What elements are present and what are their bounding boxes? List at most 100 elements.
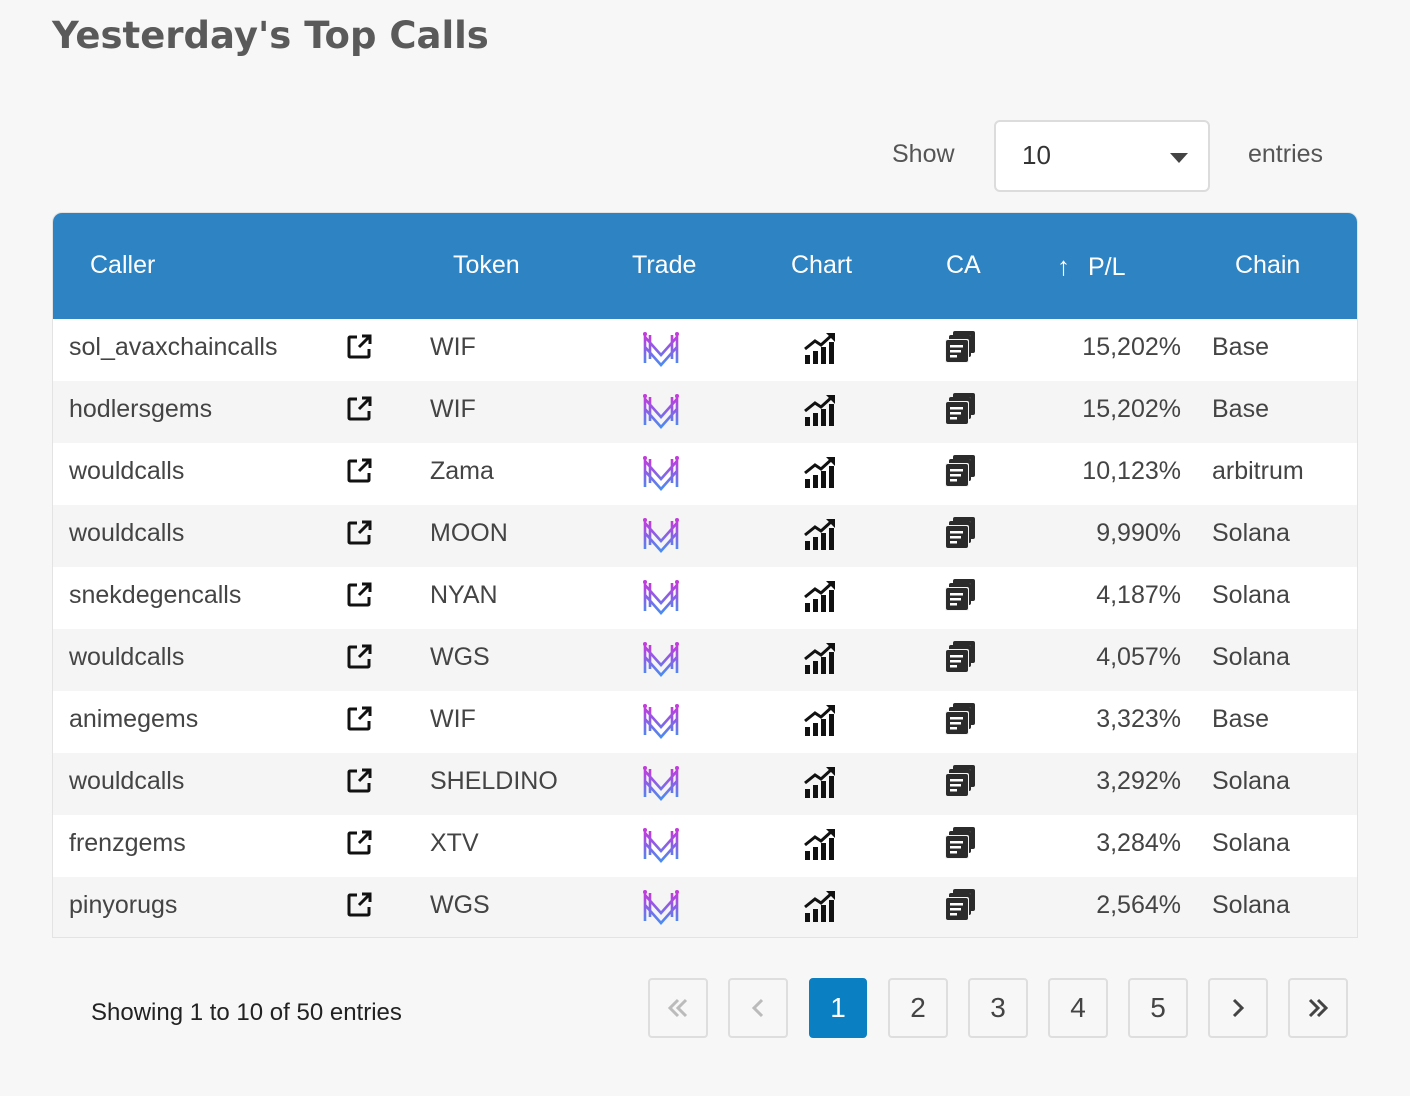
copy-icon[interactable]	[943, 763, 977, 797]
copy-icon[interactable]	[943, 701, 977, 735]
trade-icon[interactable]	[641, 825, 681, 865]
chart-icon[interactable]	[803, 889, 837, 923]
copy-icon[interactable]	[943, 639, 977, 673]
copy-icon[interactable]	[943, 515, 977, 549]
trade-icon[interactable]	[641, 639, 681, 679]
table-row: hodlersgems WIF 15,202% Base	[53, 381, 1357, 443]
double-chevron-left-icon	[667, 998, 688, 1018]
column-header-trade[interactable]: Trade	[632, 251, 697, 279]
external-link-icon[interactable]	[345, 705, 373, 733]
external-link-icon[interactable]	[345, 643, 373, 671]
table-header: Caller Token Trade Chart CA ↑ P/L Chain	[53, 213, 1357, 319]
external-link-icon[interactable]	[345, 333, 373, 361]
caller-cell[interactable]: wouldcalls	[69, 519, 185, 547]
chevron-right-icon	[1232, 998, 1245, 1018]
page-button-3[interactable]: 3	[968, 978, 1028, 1038]
trade-icon[interactable]	[641, 577, 681, 617]
external-link-icon[interactable]	[345, 457, 373, 485]
pl-cell: 10,123%	[1082, 457, 1181, 485]
external-link-icon[interactable]	[345, 519, 373, 547]
page-button-5[interactable]: 5	[1128, 978, 1188, 1038]
page-button-1[interactable]: 1	[809, 978, 867, 1038]
copy-icon[interactable]	[943, 329, 977, 363]
copy-icon[interactable]	[943, 453, 977, 487]
external-link-icon[interactable]	[345, 767, 373, 795]
calls-table: Caller Token Trade Chart CA ↑ P/L Chain s…	[52, 212, 1358, 938]
column-header-chart[interactable]: Chart	[791, 251, 853, 279]
external-link-icon[interactable]	[345, 581, 373, 609]
token-cell: WIF	[430, 705, 476, 733]
token-cell: WGS	[430, 891, 490, 919]
chain-cell: Solana	[1212, 519, 1290, 547]
double-chevron-right-icon	[1308, 998, 1329, 1018]
external-link-icon[interactable]	[345, 891, 373, 919]
chart-icon[interactable]	[803, 455, 837, 489]
page-button-4[interactable]: 4	[1048, 978, 1108, 1038]
table-row: pinyorugs WGS 2,564% Solana	[53, 877, 1357, 937]
external-link-icon[interactable]	[345, 829, 373, 857]
chart-icon[interactable]	[803, 703, 837, 737]
copy-icon[interactable]	[943, 391, 977, 425]
first-page-button[interactable]	[648, 978, 708, 1038]
table-info: Showing 1 to 10 of 50 entries	[91, 999, 402, 1026]
chart-icon[interactable]	[803, 517, 837, 551]
chart-icon[interactable]	[803, 393, 837, 427]
token-cell: WIF	[430, 333, 476, 361]
caller-cell[interactable]: frenzgems	[69, 829, 186, 857]
token-cell: WIF	[430, 395, 476, 423]
chart-icon[interactable]	[803, 641, 837, 675]
pl-cell: 15,202%	[1082, 395, 1181, 423]
column-header-ca[interactable]: CA	[946, 251, 981, 279]
pl-cell: 3,284%	[1096, 829, 1181, 857]
column-header-caller[interactable]: Caller	[90, 251, 156, 279]
trade-icon[interactable]	[641, 329, 681, 369]
caller-cell[interactable]: animegems	[69, 705, 199, 733]
last-page-button[interactable]	[1288, 978, 1348, 1038]
column-header-token[interactable]: Token	[453, 251, 520, 279]
trade-icon[interactable]	[641, 453, 681, 493]
chevron-left-icon	[751, 998, 764, 1018]
table-row: wouldcalls WGS 4,057% Solana	[53, 629, 1357, 691]
chart-icon[interactable]	[803, 765, 837, 799]
pl-cell: 15,202%	[1082, 333, 1181, 361]
caller-cell[interactable]: pinyorugs	[69, 891, 178, 919]
chart-icon[interactable]	[803, 827, 837, 861]
column-header-chain[interactable]: Chain	[1235, 251, 1301, 279]
copy-icon[interactable]	[943, 577, 977, 611]
chain-cell: Solana	[1212, 829, 1290, 857]
trade-icon[interactable]	[641, 701, 681, 741]
token-cell: Zama	[430, 457, 494, 485]
column-header-pl[interactable]: ↑ P/L	[1057, 251, 1126, 282]
table-row: animegems WIF 3,323% Base	[53, 691, 1357, 753]
chain-cell: Solana	[1212, 643, 1290, 671]
caller-cell[interactable]: wouldcalls	[69, 457, 185, 485]
external-link-icon[interactable]	[345, 395, 373, 423]
next-page-button[interactable]	[1208, 978, 1268, 1038]
caller-cell[interactable]: hodlersgems	[69, 395, 213, 423]
copy-icon[interactable]	[943, 825, 977, 859]
chain-cell: Solana	[1212, 767, 1290, 795]
chart-icon[interactable]	[803, 331, 837, 365]
chart-icon[interactable]	[803, 579, 837, 613]
trade-icon[interactable]	[641, 763, 681, 803]
page-button-2[interactable]: 2	[888, 978, 948, 1038]
token-cell: XTV	[430, 829, 479, 857]
chain-cell: Solana	[1212, 581, 1290, 609]
token-cell: NYAN	[430, 581, 498, 609]
trade-icon[interactable]	[641, 391, 681, 431]
pl-cell: 2,564%	[1096, 891, 1181, 919]
trade-icon[interactable]	[641, 515, 681, 555]
pl-cell: 4,187%	[1096, 581, 1181, 609]
token-cell: SHELDINO	[430, 767, 558, 795]
prev-page-button[interactable]	[728, 978, 788, 1038]
token-cell: WGS	[430, 643, 490, 671]
caller-cell[interactable]: sol_avaxchaincalls	[69, 333, 278, 361]
caller-cell[interactable]: wouldcalls	[69, 643, 185, 671]
show-label: Show	[892, 140, 955, 168]
trade-icon[interactable]	[641, 887, 681, 927]
copy-icon[interactable]	[943, 887, 977, 921]
caller-cell[interactable]: snekdegencalls	[69, 581, 242, 609]
chain-cell: Base	[1212, 395, 1269, 423]
entries-select[interactable]: 10	[994, 120, 1210, 192]
caller-cell[interactable]: wouldcalls	[69, 767, 185, 795]
